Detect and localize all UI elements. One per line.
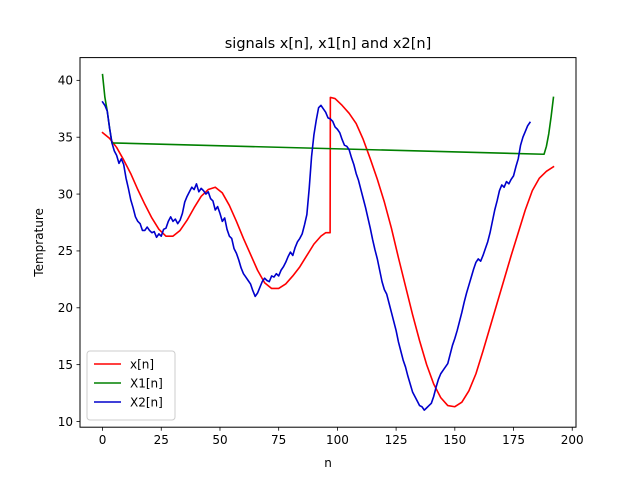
x-tick-label: 200 — [561, 433, 584, 447]
legend-label-0: x[n] — [130, 357, 154, 371]
x-tick-label: 75 — [271, 433, 286, 447]
y-tick-label: 35 — [58, 131, 73, 145]
y-axis-label: Temprature — [32, 208, 46, 278]
x-axis: 0 25 50 75 100 125 150 175 200 — [99, 427, 584, 447]
legend: x[n] X1[n] X2[n] — [86, 350, 176, 421]
y-tick-label: 30 — [58, 187, 73, 201]
legend-label-2: X2[n] — [130, 395, 163, 409]
series-line-1 — [101, 73, 555, 156]
series-line-0 — [101, 96, 555, 408]
x-tick-label: 125 — [385, 433, 408, 447]
series-line-2 — [101, 100, 532, 411]
x-tick-label: 25 — [154, 433, 169, 447]
series-group — [101, 73, 555, 411]
chart-title: signals x[n], x1[n] and x2[n] — [225, 36, 431, 52]
legend-label-1: X1[n] — [130, 376, 163, 390]
x-tick-label: 100 — [326, 433, 349, 447]
y-axis: 10 15 20 25 30 35 40 — [58, 74, 80, 429]
y-tick-label: 15 — [58, 358, 73, 372]
y-tick-label: 10 — [58, 415, 73, 429]
x-tick-label: 150 — [443, 433, 466, 447]
y-tick-label: 40 — [58, 74, 73, 88]
x-axis-label: n — [324, 456, 332, 470]
x-tick-label: 50 — [212, 433, 227, 447]
x-tick-label: 175 — [502, 433, 525, 447]
y-tick-label: 25 — [58, 244, 73, 258]
plot-frame — [79, 57, 577, 428]
y-tick-label: 20 — [58, 301, 73, 315]
x-tick-label: 0 — [99, 433, 107, 447]
